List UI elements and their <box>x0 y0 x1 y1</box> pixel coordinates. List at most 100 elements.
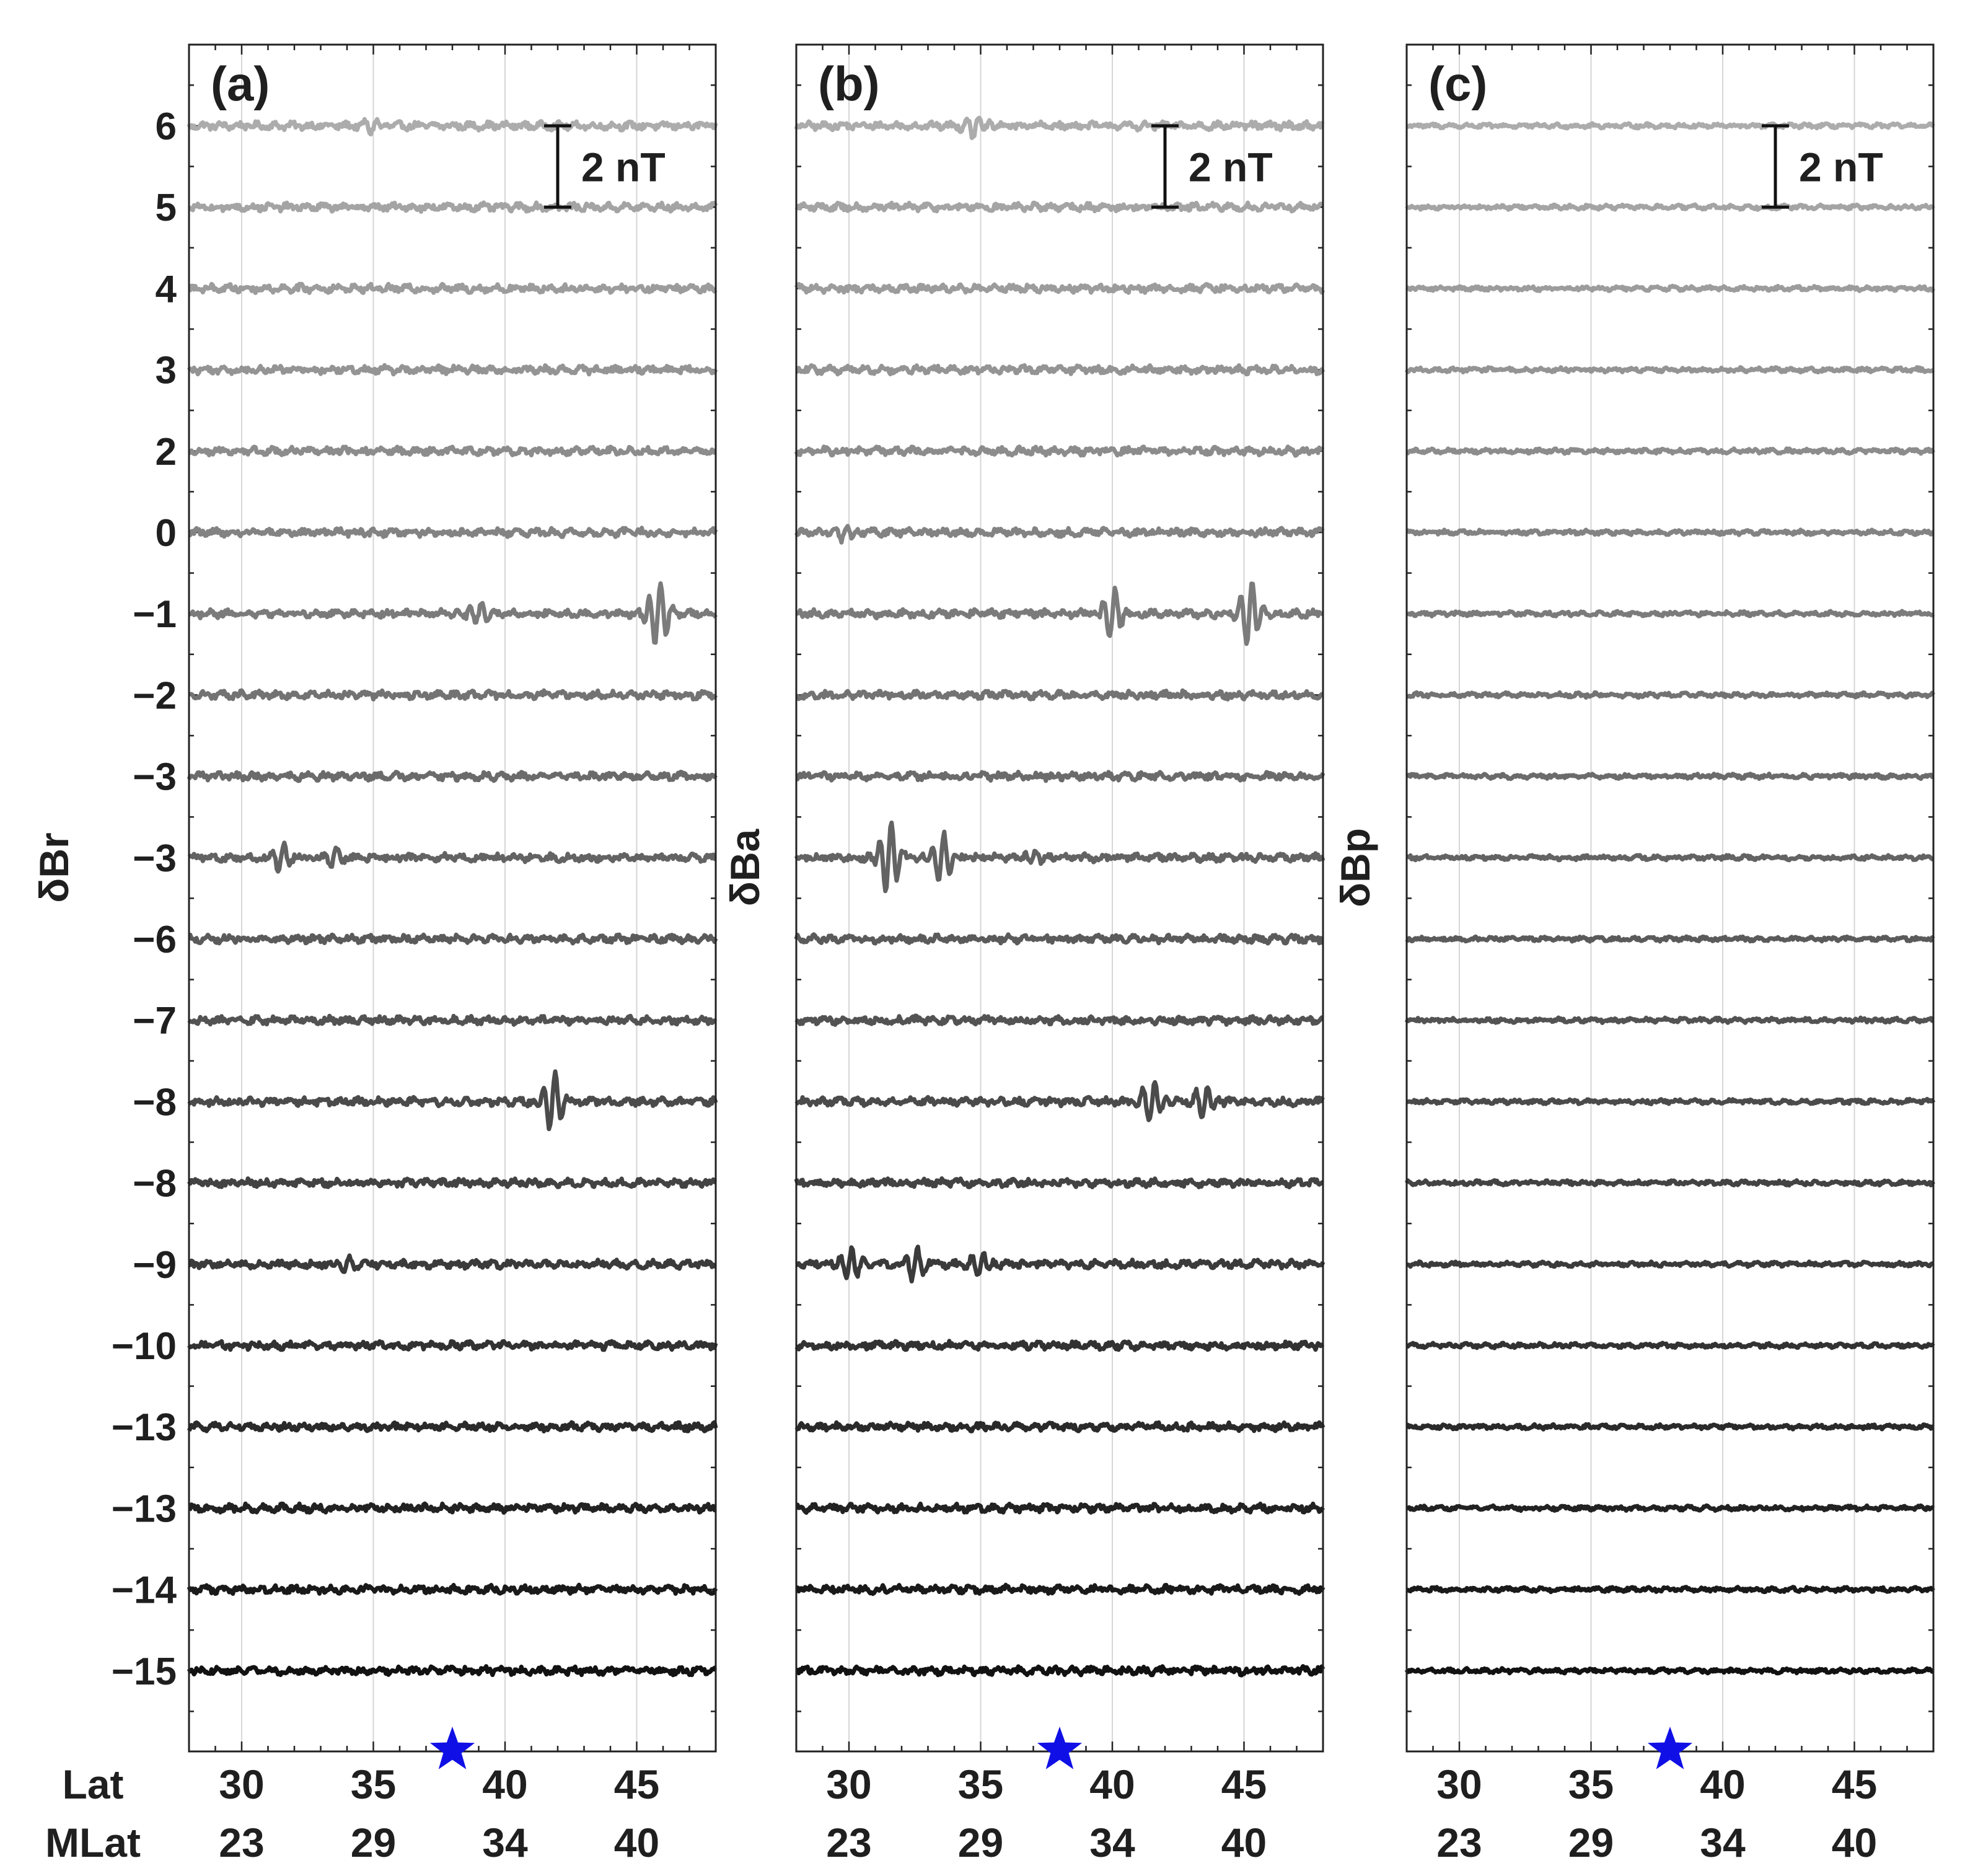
trace-label: −7 <box>133 1000 177 1042</box>
trace-label: −13 <box>112 1406 177 1449</box>
trace-line <box>188 581 718 645</box>
x-tick-label-mlat: 29 <box>351 1820 396 1865</box>
trace-line <box>187 363 718 377</box>
x-tick-label-lat: 35 <box>351 1761 396 1807</box>
trace-line <box>188 200 718 214</box>
trace-line <box>1404 1015 1935 1025</box>
panel-label: (a) <box>211 56 270 111</box>
trace-label: −3 <box>133 837 177 880</box>
trace-label: 3 <box>156 350 177 392</box>
trace-line <box>794 1339 1325 1352</box>
scale-bar-label: 2 nT <box>1799 144 1883 190</box>
x-tick-label-lat: 40 <box>1089 1761 1135 1807</box>
panel-b: (b) 2 nT δBa 30 23 35 29 40 34 45 40 <box>722 43 1325 1865</box>
panel-a: 6 5 4 3 2 0 −1 −2 −3 −3 −6 −7 −8 −8 −9 −10 −13 −13 −14 −15 (… <box>31 43 718 1865</box>
x-tick-label-lat: 35 <box>958 1761 1003 1807</box>
trace-line <box>1404 1178 1935 1188</box>
trace-line <box>794 282 1325 295</box>
trace-line <box>187 1339 718 1352</box>
trace-line <box>187 117 718 137</box>
epicenter-star-marker <box>1647 1727 1693 1769</box>
trace-line <box>1405 1096 1936 1106</box>
panel-c: (c) 2 nT δBp 30 23 35 29 40 34 45 40 <box>1332 43 1936 1865</box>
x-tick-label-mlat: 34 <box>1089 1820 1135 1865</box>
x-tick-label-mlat: 23 <box>219 1820 264 1865</box>
scale-bar-label: 2 nT <box>1189 144 1273 190</box>
trace-line <box>188 932 718 946</box>
trace-label: 4 <box>156 268 177 310</box>
trace-label: −8 <box>133 1081 177 1124</box>
trace-line <box>795 1664 1325 1678</box>
x-tick-label-lat: 40 <box>482 1761 527 1807</box>
trace-line <box>1405 527 1935 537</box>
trace-label: −8 <box>133 1163 177 1205</box>
trace-line <box>187 1420 718 1433</box>
trace-line <box>1405 1341 1935 1350</box>
trace-line <box>794 1080 1325 1122</box>
trace-line <box>794 932 1324 946</box>
x-tick-label-mlat: 40 <box>1221 1820 1267 1865</box>
x-tick-label-mlat: 23 <box>826 1820 871 1865</box>
trace-label: −1 <box>133 593 177 636</box>
trace-line <box>188 444 717 457</box>
trace-line <box>187 1069 718 1132</box>
trace-line <box>794 115 1325 141</box>
trace-line <box>1405 1259 1935 1269</box>
x-axis-label-mlat: MLat <box>45 1820 141 1865</box>
x-tick-label-lat: 45 <box>1832 1761 1877 1807</box>
trace-line <box>187 1176 718 1189</box>
trace-line <box>187 1664 718 1678</box>
trace-line <box>1405 934 1935 944</box>
trace-label: −2 <box>133 674 177 717</box>
trace-line <box>1405 283 1936 293</box>
trace-label: −13 <box>112 1487 177 1530</box>
trace-label: 6 <box>156 105 177 148</box>
scale-bar-label: 2 nT <box>581 144 666 190</box>
y-axis-label: δBa <box>722 829 768 907</box>
trace-line <box>188 1501 717 1515</box>
trace-label: −10 <box>112 1325 177 1368</box>
x-tick-label-lat: 45 <box>1221 1761 1267 1807</box>
x-axis-label-lat: Lat <box>63 1761 124 1807</box>
trace-line <box>1404 1666 1935 1676</box>
trace-label: 5 <box>156 187 177 229</box>
trace-line <box>187 1013 718 1027</box>
trace-line <box>1405 121 1935 131</box>
y-axis-label: δBp <box>1332 828 1378 907</box>
x-tick-label-lat: 30 <box>1436 1761 1482 1807</box>
epicenter-star-marker <box>429 1727 475 1769</box>
trace-line <box>795 363 1325 377</box>
x-tick-label-lat: 30 <box>219 1761 264 1807</box>
x-tick-label-lat: 30 <box>826 1761 871 1807</box>
trace-label: −14 <box>112 1569 177 1612</box>
trace-line <box>794 1176 1324 1189</box>
trace-line <box>1405 202 1935 212</box>
trace-line <box>1405 772 1935 782</box>
trace-label: −15 <box>112 1650 177 1693</box>
trace-line <box>188 281 718 296</box>
panel-label: (c) <box>1428 56 1487 111</box>
trace-line <box>795 770 1325 783</box>
trace-line <box>187 1582 718 1596</box>
epicenter-star-marker <box>1037 1727 1083 1769</box>
trace-label: 0 <box>156 512 177 555</box>
x-tick-label-mlat: 29 <box>958 1820 1003 1865</box>
trace-line <box>794 1420 1325 1433</box>
trace-line <box>187 840 717 874</box>
trace-line <box>1405 1503 1935 1513</box>
trace-label: 2 <box>156 431 177 473</box>
trace-line <box>1405 690 1935 700</box>
trace-line <box>795 688 1324 702</box>
trace-line <box>1405 446 1935 456</box>
x-tick-label-mlat: 34 <box>482 1820 528 1865</box>
trace-label: −3 <box>133 756 177 799</box>
trace-line <box>1405 1422 1935 1432</box>
x-tick-label-mlat: 34 <box>1700 1820 1746 1865</box>
panel-label: (b) <box>818 56 880 111</box>
trace-line <box>188 688 718 702</box>
trace-label: −6 <box>133 918 177 961</box>
trace-line <box>794 200 1324 214</box>
x-tick-label-lat: 45 <box>614 1761 659 1807</box>
trace-line <box>794 1013 1324 1027</box>
